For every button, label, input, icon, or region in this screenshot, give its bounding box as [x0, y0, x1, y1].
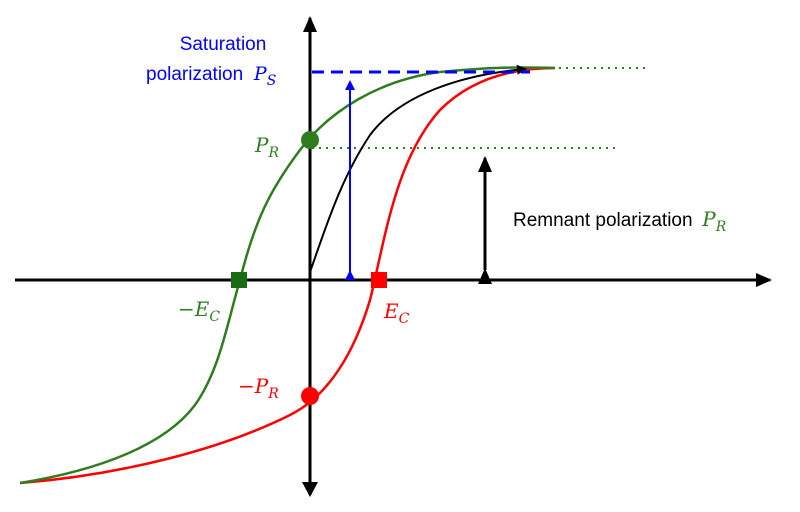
ps-symbol: P — [253, 63, 268, 85]
neg-ec-point — [231, 272, 247, 288]
saturation-label-line1: Saturation — [180, 34, 267, 55]
ec-subscript: C — [399, 311, 410, 327]
pr-point — [301, 131, 319, 149]
neg-pr-symbol: −P — [238, 374, 269, 398]
ec-point — [371, 272, 387, 288]
pr-subscript: R — [267, 145, 279, 161]
neg-ec-label: −EC — [178, 297, 220, 325]
saturation-label-line2: polarization PS — [146, 63, 276, 89]
pr-label: PR — [254, 133, 279, 161]
pr-symbol: P — [254, 133, 269, 157]
ps-subscript: S — [267, 73, 277, 89]
neg-pr-point — [301, 387, 319, 405]
ec-label: EC — [383, 299, 410, 327]
neg-ec-symbol: −E — [178, 297, 210, 321]
remnant-label: Remnant polarization PR — [513, 207, 727, 235]
saturation-word: polarization — [146, 64, 243, 85]
upper-branch-curve — [19, 66, 556, 485]
lower-branch-curve — [19, 66, 556, 485]
remnant-subscript: R — [715, 219, 727, 235]
initial-curve — [309, 64, 527, 273]
ec-symbol: E — [383, 299, 399, 323]
remnant-symbol: P — [701, 207, 716, 231]
neg-pr-label: −PR — [238, 374, 279, 402]
neg-ec-subscript: C — [209, 309, 220, 325]
neg-pr-subscript: R — [267, 386, 279, 402]
remnant-text: Remnant polarization — [513, 210, 693, 231]
y-axis-bottom-arrow — [302, 482, 318, 497]
